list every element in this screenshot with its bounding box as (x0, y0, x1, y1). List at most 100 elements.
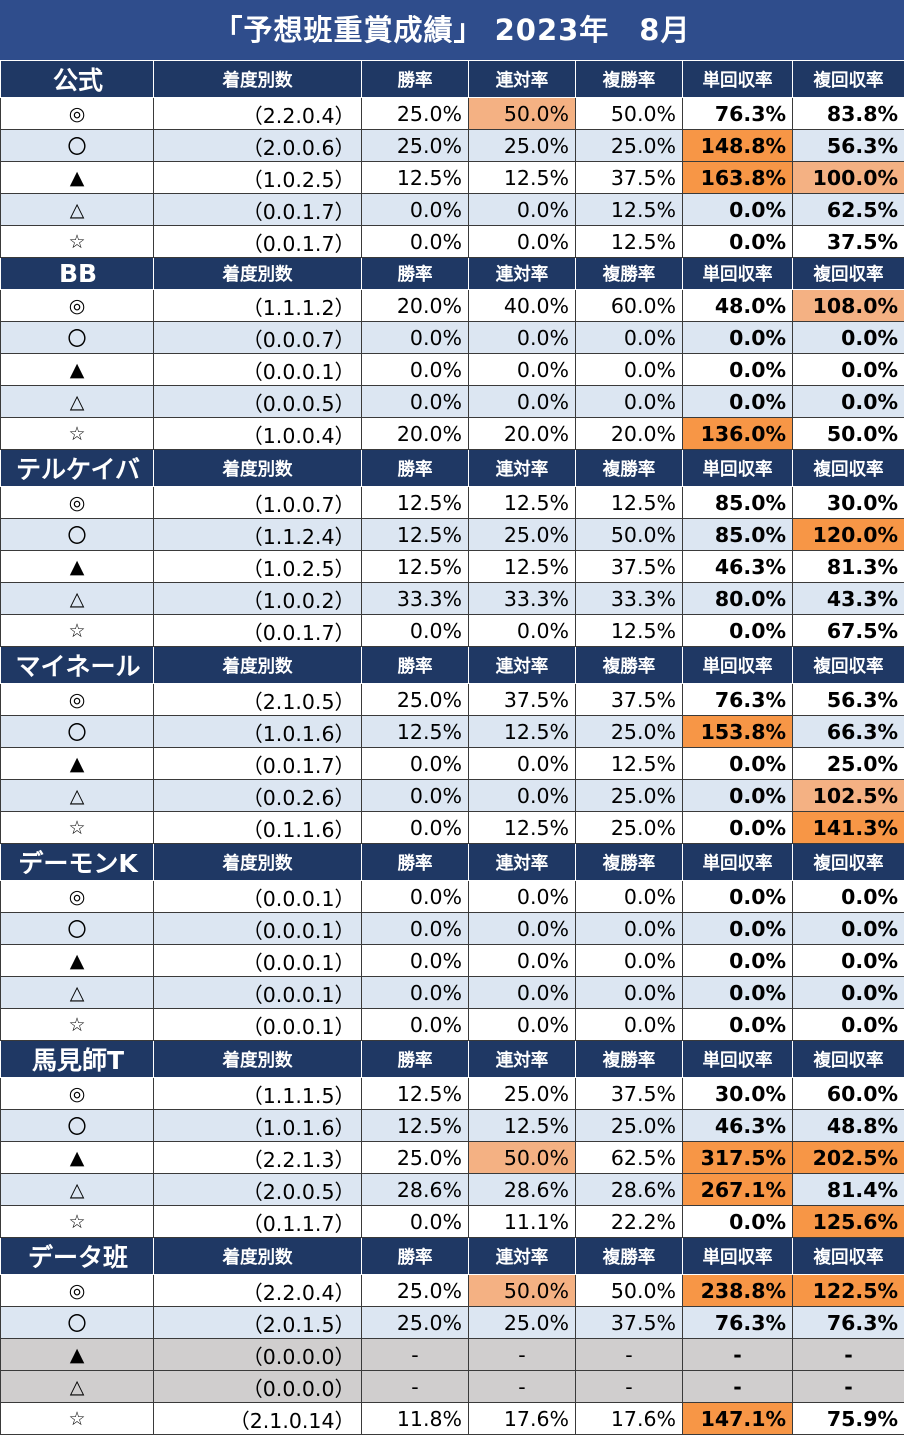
win-rate-cell: 12.5% (361, 161, 469, 194)
win-return-cell: 136.0% (682, 417, 793, 450)
show-return-cell: 0.0% (792, 1008, 904, 1041)
show-return-cell: 81.3% (792, 550, 904, 583)
show-return-cell: 0.0% (792, 353, 904, 386)
col-header-win-rate: 勝率 (361, 1237, 469, 1275)
record-cell: （0.0.0.1） (153, 976, 362, 1009)
record-cell: （0.0.0.1） (153, 353, 362, 386)
col-header-place-rate: 連対率 (468, 1237, 576, 1275)
show-return-cell: 0.0% (792, 321, 904, 354)
show-rate-cell: 25.0% (575, 811, 683, 844)
table-row: ☆ （0.0.1.7） 0.0% 0.0% 12.5% 0.0% 67.5% (0, 614, 904, 647)
win-rate-cell: 12.5% (361, 550, 469, 583)
win-rate-cell: 0.0% (361, 880, 469, 913)
win-rate-cell: 0.0% (361, 779, 469, 812)
win-rate-cell: 0.0% (361, 811, 469, 844)
record-cell: （2.2.1.3） (153, 1141, 362, 1174)
show-return-cell: 62.5% (792, 193, 904, 226)
mark-cell: ☆ (0, 1205, 154, 1238)
results-table-body: 公式 着度別数 勝率 連対率 複勝率 単回収率 複回収率 ◎ （2.2.0.4） 25.0% 50.… (0, 60, 904, 1435)
win-return-cell: 46.3% (682, 1109, 793, 1142)
table-row: ☆ （1.0.0.4） 20.0% 20.0% 20.0% 136.0% 50.0% (0, 417, 904, 450)
record-cell: （0.0.0.1） (153, 880, 362, 913)
col-header-record: 着度別数 (153, 449, 362, 487)
col-header-show-rate: 複勝率 (575, 1237, 683, 1275)
record-cell: （2.0.0.5） (153, 1173, 362, 1206)
place-rate-cell: 0.0% (468, 912, 576, 945)
place-rate-cell: 12.5% (468, 550, 576, 583)
win-return-cell: 0.0% (682, 321, 793, 354)
win-return-cell: 0.0% (682, 880, 793, 913)
show-rate-cell: 0.0% (575, 385, 683, 418)
table-row: 〇（1.0.1.6） 12.5% 12.5% 25.0% 46.3% 48.8% (0, 1109, 904, 1142)
group-header-row: 公式 着度別数 勝率 連対率 複勝率 単回収率 複回収率 (0, 60, 904, 98)
show-rate-cell: 37.5% (575, 161, 683, 194)
mark-cell: ◎ (0, 289, 154, 322)
show-return-cell: 30.0% (792, 486, 904, 519)
win-rate-cell: 0.0% (361, 1008, 469, 1041)
win-rate-cell: 0.0% (361, 225, 469, 258)
col-header-record: 着度別数 (153, 1237, 362, 1275)
show-rate-cell: 0.0% (575, 321, 683, 354)
place-rate-cell: 0.0% (468, 747, 576, 780)
col-header-place-rate: 連対率 (468, 646, 576, 684)
show-rate-cell: 0.0% (575, 944, 683, 977)
col-header-show-rate: 複勝率 (575, 843, 683, 881)
win-rate-cell: 0.0% (361, 614, 469, 647)
show-rate-cell: 33.3% (575, 582, 683, 615)
win-return-cell: 85.0% (682, 486, 793, 519)
show-rate-cell: 25.0% (575, 1109, 683, 1142)
col-header-win-return: 単回収率 (682, 257, 793, 290)
record-cell: （1.0.0.7） (153, 486, 362, 519)
place-rate-cell: 0.0% (468, 880, 576, 913)
win-rate-cell: - (361, 1370, 469, 1403)
place-rate-cell: 0.0% (468, 614, 576, 647)
place-rate-cell: 25.0% (468, 1306, 576, 1339)
win-rate-cell: 25.0% (361, 683, 469, 716)
show-return-cell: 43.3% (792, 582, 904, 615)
group-header-row: テルケイバ 着度別数 勝率 連対率 複勝率 単回収率 複回収率 (0, 449, 904, 487)
place-rate-cell: 0.0% (468, 1008, 576, 1041)
show-return-cell: 120.0% (792, 518, 904, 551)
show-return-cell: 125.6% (792, 1205, 904, 1238)
mark-cell: ☆ (0, 1008, 154, 1041)
place-rate-cell: 0.0% (468, 193, 576, 226)
place-rate-cell: 12.5% (468, 811, 576, 844)
show-return-cell: 25.0% (792, 747, 904, 780)
win-return-cell: 0.0% (682, 1008, 793, 1041)
mark-cell: ▲ (0, 944, 154, 977)
table-row: ☆ （2.1.0.14） 11.8% 17.6% 17.6% 147.1% 75.9% (0, 1402, 904, 1435)
show-return-cell: 0.0% (792, 944, 904, 977)
mark-cell: ☆ (0, 1402, 154, 1435)
place-rate-cell: 0.0% (468, 385, 576, 418)
table-row: ▲ （1.0.2.5） 12.5% 12.5% 37.5% 46.3% 81.3% (0, 550, 904, 583)
table-row: △ （0.0.2.6） 0.0% 0.0% 25.0% 0.0% 102.5% (0, 779, 904, 812)
mark-cell: ◎ (0, 97, 154, 130)
place-rate-cell: 0.0% (468, 976, 576, 1009)
place-rate-cell: 0.0% (468, 944, 576, 977)
mark-cell: ◎ (0, 1077, 154, 1110)
table-row: ▲ （0.0.0.1） 0.0% 0.0% 0.0% 0.0% 0.0% (0, 353, 904, 386)
show-rate-cell: 0.0% (575, 912, 683, 945)
show-rate-cell: 0.0% (575, 880, 683, 913)
show-return-cell: 75.9% (792, 1402, 904, 1435)
place-rate-cell: 40.0% (468, 289, 576, 322)
record-cell: （0.0.1.7） (153, 225, 362, 258)
group-header-row: デーモンK 着度別数 勝率 連対率 複勝率 単回収率 複回収率 (0, 843, 904, 881)
win-return-cell: 76.3% (682, 97, 793, 130)
record-cell: （1.1.2.4） (153, 518, 362, 551)
table-row: 〇（2.0.1.5） 25.0% 25.0% 37.5% 76.3% 76.3% (0, 1306, 904, 1339)
table-row: △ （0.0.0.1） 0.0% 0.0% 0.0% 0.0% 0.0% (0, 976, 904, 1009)
show-rate-cell: 50.0% (575, 1274, 683, 1307)
show-return-cell: 0.0% (792, 880, 904, 913)
show-return-cell: 83.8% (792, 97, 904, 130)
place-rate-cell: 33.3% (468, 582, 576, 615)
col-header-place-rate: 連対率 (468, 1040, 576, 1078)
table-row: △ （0.0.0.0） - - - - - (0, 1370, 904, 1403)
place-rate-cell: 28.6% (468, 1173, 576, 1206)
record-cell: （1.0.1.6） (153, 715, 362, 748)
show-rate-cell: 25.0% (575, 129, 683, 162)
place-rate-cell: 20.0% (468, 417, 576, 450)
record-cell: （0.0.0.0） (153, 1338, 362, 1371)
col-header-show-rate: 複勝率 (575, 449, 683, 487)
